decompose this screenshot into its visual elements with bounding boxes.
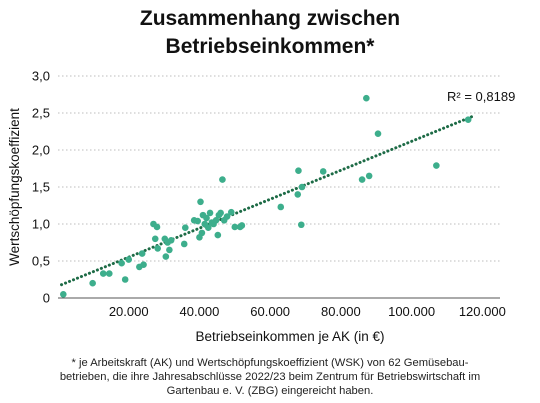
r-squared-annotation: R² = 0,8189: [447, 89, 515, 104]
data-points: [60, 94, 472, 298]
footnote-line-1: * je Arbeitskraft (AK) und Wertschöpfung…: [71, 357, 469, 369]
data-point: [121, 276, 129, 283]
data-point: [162, 253, 170, 260]
chart-title: Zusammenhang zwischen Betriebseinkommen*: [0, 5, 540, 61]
data-point: [294, 191, 302, 198]
data-point: [198, 229, 206, 237]
data-point: [214, 231, 222, 239]
data-point: [319, 168, 327, 175]
data-point: [60, 291, 67, 298]
footnote: * je Arbeitskraft (AK) und Wertschöpfung…: [30, 356, 510, 398]
x-tick-labels: 20.000 40.000 60.000 80.000 100.000 120.000: [109, 304, 506, 319]
data-point: [89, 279, 96, 287]
data-point: [154, 245, 162, 252]
data-point: [153, 223, 161, 231]
data-point: [118, 259, 125, 267]
data-point: [227, 208, 235, 216]
x-tick-label: 60.000: [250, 304, 290, 319]
footnote-line-2: betrieben, die ihre Jahresabschlüsse 202…: [59, 371, 481, 383]
y-tick-label: 2,5: [32, 106, 50, 121]
data-point: [99, 270, 107, 277]
data-point: [180, 240, 188, 248]
data-point: [298, 183, 306, 191]
data-point: [204, 224, 212, 231]
data-point: [223, 213, 231, 220]
data-point: [125, 256, 133, 263]
data-point: [217, 209, 224, 217]
y-axis-label: Wertschöpfungskoeffizient: [7, 108, 22, 266]
data-point: [297, 221, 305, 229]
y-tick-label: 1,5: [32, 180, 50, 195]
data-point: [295, 167, 302, 175]
data-point: [358, 176, 366, 183]
data-point: [231, 223, 239, 231]
y-tick-labels: 0 0,5 1,0 1,5 2,0 2,5 3,0: [32, 69, 50, 306]
data-point: [238, 222, 246, 229]
data-point: [194, 217, 201, 225]
data-point: [433, 162, 440, 169]
data-point: [464, 116, 472, 123]
x-tick-label: 120.000: [459, 304, 506, 319]
x-axis-label: Betriebseinkommen je AK (in €): [195, 329, 384, 344]
data-point: [105, 270, 113, 277]
data-point: [374, 130, 382, 138]
trendline: [60, 115, 474, 287]
x-tick-label: 100.000: [388, 304, 435, 319]
data-point: [363, 94, 370, 102]
data-point: [203, 214, 210, 222]
data-point: [138, 250, 146, 257]
data-point: [365, 172, 373, 180]
trendline-path: [60, 115, 474, 287]
data-point: [206, 209, 214, 217]
data-point: [197, 198, 204, 206]
x-tick-label: 40.000: [180, 304, 220, 319]
y-tick-label: 2,0: [32, 143, 50, 158]
data-point: [151, 235, 159, 243]
chart-title-line-1: Zusammenhang zwischen: [139, 7, 401, 30]
grid-lines: [58, 75, 500, 262]
data-point: [212, 217, 220, 224]
data-point: [219, 176, 226, 183]
x-tick-label: 20.000: [109, 304, 149, 319]
y-tick-label: 0,5: [32, 254, 50, 269]
x-tick-label: 80.000: [321, 304, 361, 319]
data-point: [167, 236, 175, 244]
data-point: [140, 261, 147, 269]
y-tick-label: 1,0: [32, 217, 50, 232]
data-point: [277, 203, 285, 211]
y-tick-label: 3,0: [32, 69, 50, 84]
chart-title-line-2: Betriebseinkommen*: [165, 35, 375, 58]
data-point: [181, 224, 189, 231]
footnote-line-3: Gartenbau e. V. (ZBG) eingereicht haben.: [166, 385, 374, 397]
y-tick-label: 0: [43, 291, 50, 306]
data-point: [166, 246, 173, 254]
